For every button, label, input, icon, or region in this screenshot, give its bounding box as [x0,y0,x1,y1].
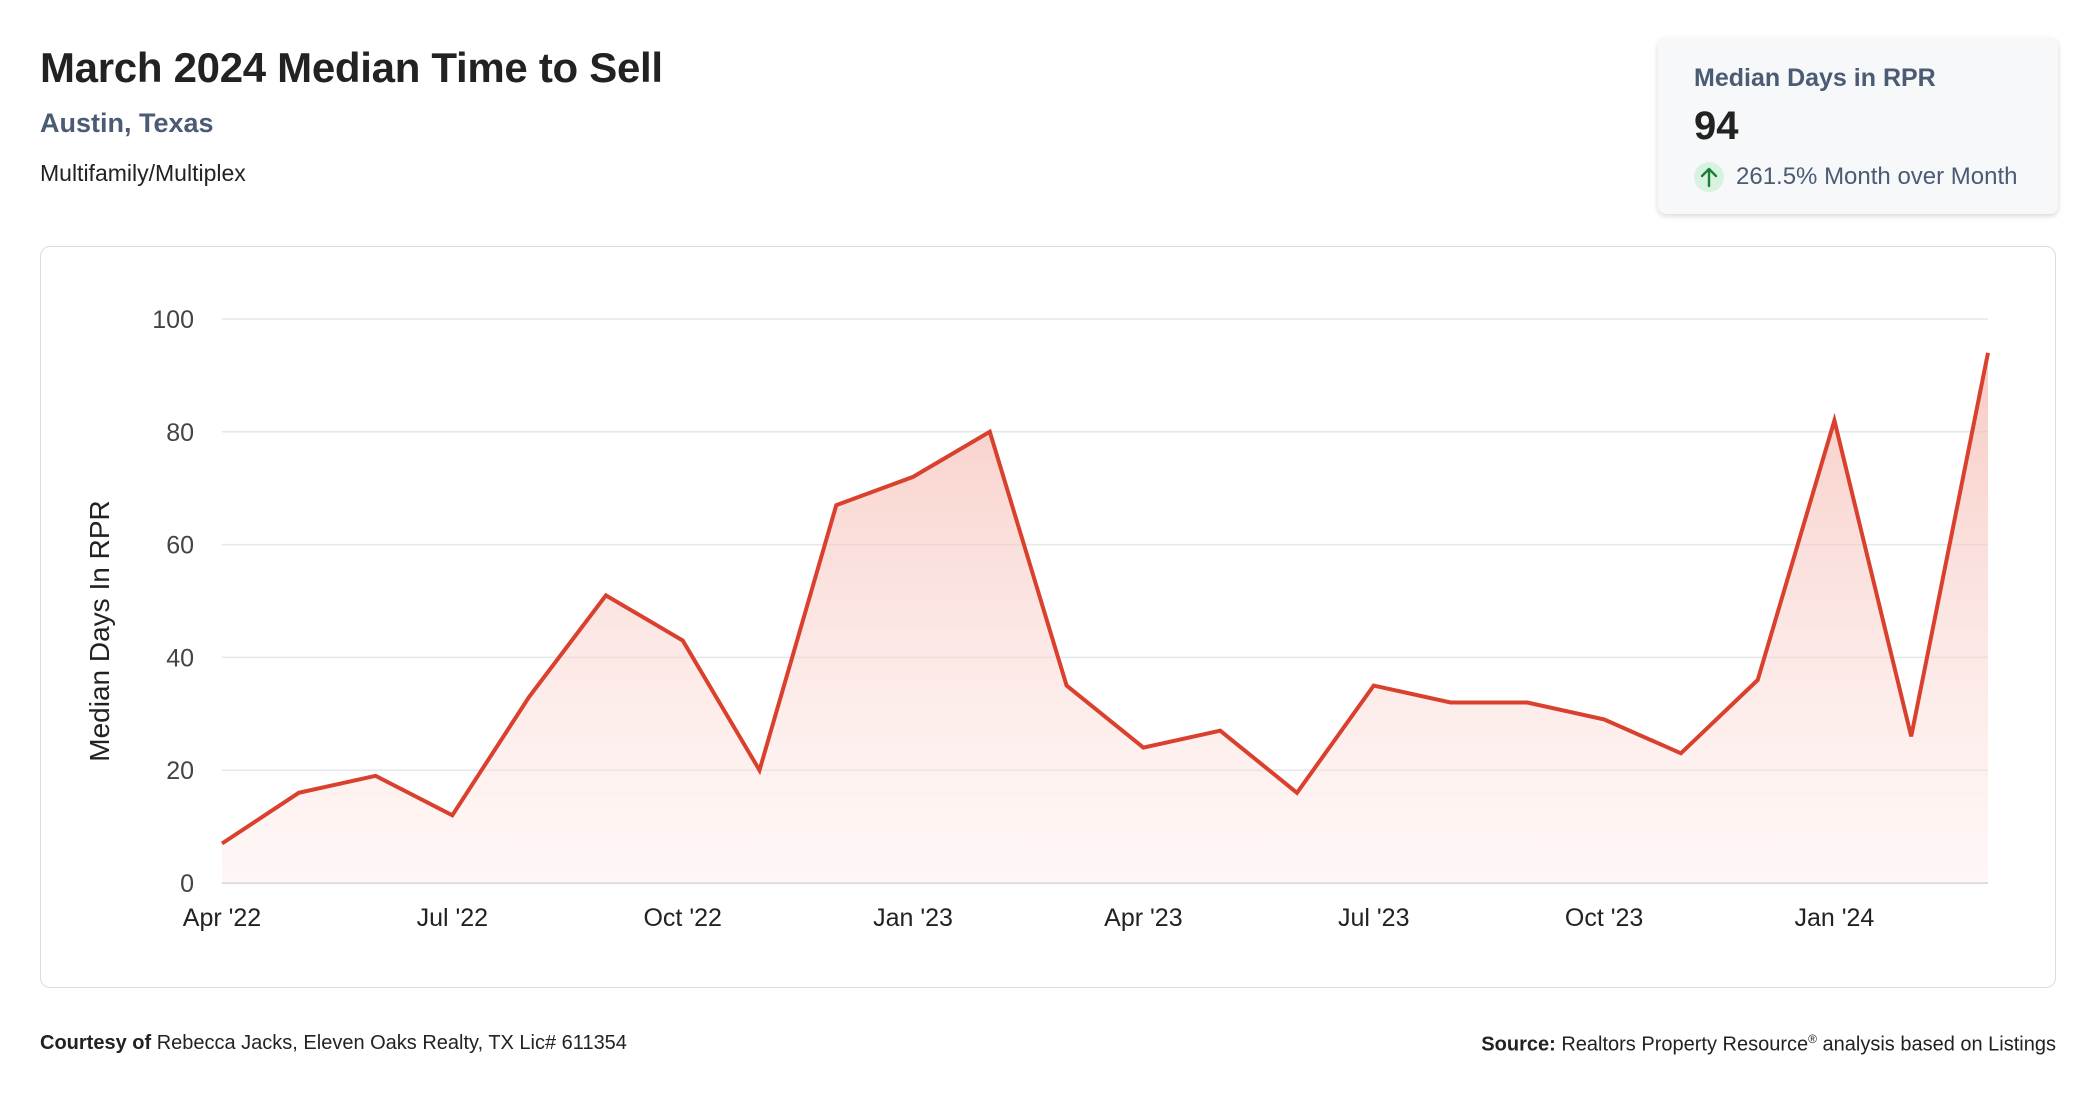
data-point[interactable] [1061,680,1073,692]
stat-label: Median Days in RPR [1694,64,1936,92]
courtesy-footer: Courtesy of Rebecca Jacks, Eleven Oaks R… [40,1032,627,1055]
courtesy-label: Courtesy of [40,1032,152,1054]
y-axis-label: Median Days In RPR [84,500,115,761]
data-point[interactable] [1675,747,1687,759]
data-point[interactable] [1214,725,1226,737]
series-area-fill [222,352,1988,883]
page-title: March 2024 Median Time to Sell [40,44,663,91]
x-tick-label: Apr '23 [1104,904,1182,932]
location-subtitle: Austin, Texas [40,108,214,138]
data-point[interactable] [523,691,535,703]
y-tick-label: 0 [180,870,194,898]
chart-card: 0 20 40 60 80 100 Apr '22 Jul '22 Oct '22 Jan '23… [40,246,2056,988]
property-type: Multifamily/Multiplex [40,160,246,186]
data-point[interactable] [600,589,612,601]
median-days-stat-card: Median Days in RPR 94 261.5% Month over … [1658,38,2058,214]
stat-change: 261.5% Month over Month [1694,162,2018,192]
data-point[interactable] [830,499,842,511]
data-point[interactable] [293,787,305,799]
data-point[interactable] [1828,415,1840,427]
source-footer: Source: Realtors Property Resource® anal… [1481,1032,2056,1057]
x-tick-label: Jul '22 [417,904,488,932]
median-days-chart: 0 20 40 60 80 100 Apr '22 Jul '22 Oct '22 Jan '23… [84,306,1994,932]
data-point[interactable] [677,634,689,646]
data-point[interactable] [1137,742,1149,754]
data-point[interactable] [1598,713,1610,725]
data-point[interactable] [446,809,458,821]
data-point[interactable] [1445,697,1457,709]
y-tick-label: 80 [166,419,194,447]
source-text-suffix: analysis based on Listings [1816,1033,2057,1056]
source-label: Source: [1481,1033,1556,1056]
y-tick-label: 60 [166,532,194,560]
series-line [220,352,1990,846]
data-point[interactable] [1521,697,1533,709]
stat-change-text: 261.5% Month over Month [1736,163,2018,190]
x-tick-label: Jul '23 [1338,904,1409,932]
data-point[interactable] [907,471,919,483]
data-point[interactable] [984,426,996,438]
data-point[interactable] [1291,787,1303,799]
y-tick-label: 20 [166,757,194,785]
x-tick-label: Jan '24 [1795,904,1875,932]
source-text: Realtors Property Resource [1561,1033,1809,1056]
data-point[interactable] [1905,730,1917,742]
arrow-up-icon [1694,162,1724,192]
x-tick-label: Apr '22 [183,904,261,932]
data-point[interactable] [1982,347,1994,359]
y-tick-label: 40 [166,644,194,672]
courtesy-text: Rebecca Jacks, Eleven Oaks Realty, TX Li… [156,1032,627,1054]
data-point[interactable] [1752,674,1764,686]
stat-value: 94 [1694,104,1739,148]
x-tick-label: Jan '23 [873,904,953,932]
data-point[interactable] [753,764,765,776]
data-point[interactable] [1368,680,1380,692]
x-tick-label: Oct '22 [643,904,721,932]
x-tick-label: Oct '23 [1565,904,1643,932]
data-point[interactable] [216,838,228,850]
registered-mark: ® [1808,1032,1817,1046]
y-tick-label: 100 [152,306,194,334]
data-point[interactable] [370,770,382,782]
